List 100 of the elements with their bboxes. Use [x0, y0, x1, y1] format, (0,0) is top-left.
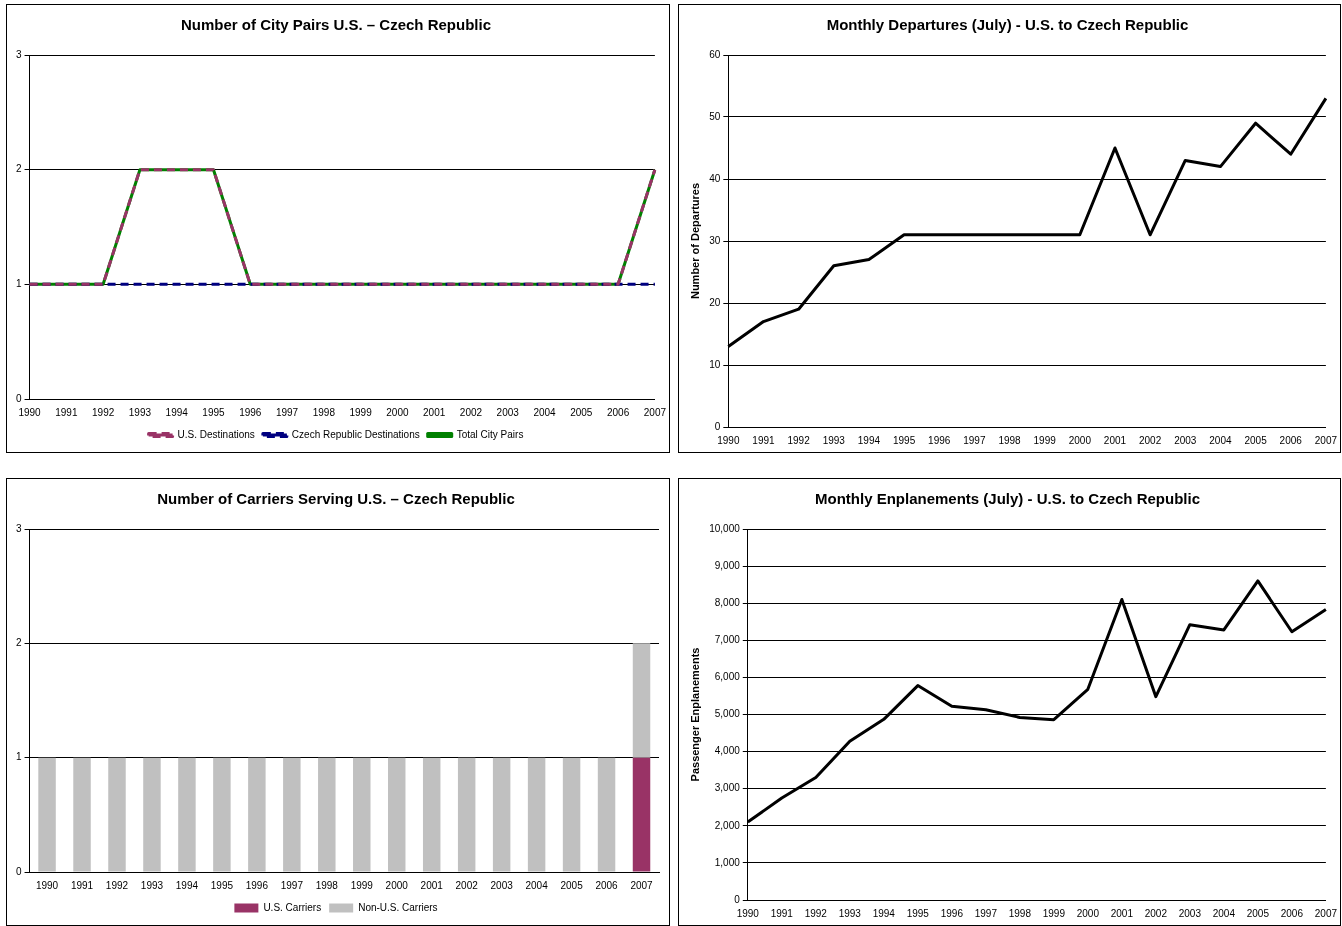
- x-tick-label: 2004: [1209, 434, 1232, 446]
- x-tick-label: 1994: [165, 406, 189, 418]
- y-tick-label: 3,000: [714, 782, 741, 794]
- x-tick-label: 1995: [202, 406, 226, 418]
- x-tick-label: 2002: [1139, 434, 1162, 446]
- x-tick-label: 2006: [1280, 907, 1304, 919]
- y-tick-label: 8,000: [714, 596, 741, 608]
- legend-label: Total City Pairs: [456, 428, 524, 440]
- x-tick-label: 1996: [928, 434, 951, 446]
- x-tick-label: 1995: [906, 907, 930, 919]
- y-tick-label: 40: [709, 172, 721, 184]
- x-tick-label: 1997: [974, 907, 998, 919]
- x-tick-label: 2003: [496, 406, 520, 418]
- x-tick-label: 1998: [315, 879, 339, 891]
- x-tick-label: 1998: [1008, 907, 1032, 919]
- y-tick-label: 0: [16, 865, 22, 877]
- x-tick-label: 2005: [1246, 907, 1270, 919]
- x-tick-label: 1999: [350, 879, 374, 891]
- y-tick-label: 3: [16, 48, 22, 60]
- y-tick-label: 10,000: [709, 522, 741, 534]
- x-tick-label: 1999: [349, 406, 373, 418]
- x-tick-label: 2006: [606, 406, 630, 418]
- y-tick-label: 0: [16, 392, 22, 404]
- y-tick-label: 7,000: [714, 634, 741, 646]
- x-tick-label: 1991: [70, 879, 94, 891]
- y-tick-label: 1,000: [714, 856, 741, 868]
- y-tick-label: 20: [709, 296, 721, 308]
- x-tick-label: 1990: [736, 907, 760, 919]
- x-tick-label: 2007: [1314, 434, 1338, 446]
- x-tick-label: 1992: [105, 879, 129, 891]
- x-tick-label: 1997: [963, 434, 986, 446]
- x-tick-label: 1997: [280, 879, 304, 891]
- x-tick-label: 2002: [459, 406, 483, 418]
- x-tick-label: 2000: [1068, 434, 1092, 446]
- x-tick-label: 1993: [838, 907, 862, 919]
- x-tick-label: 1996: [239, 406, 262, 418]
- x-tick-label: 2005: [560, 879, 584, 891]
- legend-label: U.S. Destinations: [177, 428, 255, 440]
- x-tick-label: 1991: [770, 907, 794, 919]
- x-tick-label: 1996: [245, 879, 269, 891]
- legend-label: Non-U.S. Carriers: [358, 901, 438, 913]
- x-tick-label: 2007: [1314, 907, 1338, 919]
- x-tick-label: 2002: [455, 879, 479, 891]
- y-tick-label: 30: [709, 234, 721, 246]
- x-tick-label: 2005: [570, 406, 593, 418]
- chart-title: Number of Carriers Serving U.S. – Czech Republic: [157, 490, 515, 508]
- x-tick-label: 2001: [420, 879, 444, 891]
- y-tick-label: 1: [16, 278, 22, 290]
- x-tick-label: 2006: [1279, 434, 1303, 446]
- x-tick-label: 2004: [1212, 907, 1236, 919]
- x-tick-label: 2004: [525, 879, 549, 891]
- x-tick-label: 1993: [822, 434, 846, 446]
- y-tick-label: 10: [709, 358, 721, 370]
- chart-title: Monthly Enplanements (July) - U.S. to Czech Republic: [814, 490, 1201, 508]
- x-tick-label: 1991: [752, 434, 776, 446]
- x-tick-label: 2000: [1076, 907, 1100, 919]
- y-axis-title: Number of Departures: [688, 182, 701, 300]
- x-tick-label: 1991: [55, 406, 78, 418]
- y-tick-label: 3: [16, 522, 22, 534]
- x-tick-label: 1993: [140, 879, 164, 891]
- y-tick-label: 6,000: [714, 671, 741, 683]
- x-tick-label: 1990: [35, 879, 59, 891]
- chart-title: Number of City Pairs U.S. – Czech Republic: [180, 16, 492, 34]
- x-tick-label: 1998: [998, 434, 1022, 446]
- x-tick-label: 2000: [386, 406, 409, 418]
- x-tick-label: 1990: [717, 434, 740, 446]
- x-tick-label: 2000: [385, 879, 409, 891]
- x-tick-label: 2001: [1110, 907, 1134, 919]
- x-tick-label: 1995: [210, 879, 234, 891]
- x-tick-label: 1992: [92, 406, 115, 418]
- x-tick-label: 1999: [1042, 907, 1066, 919]
- x-tick-label: 1994: [857, 434, 881, 446]
- x-tick-label: 1994: [872, 907, 896, 919]
- y-tick-label: 2,000: [714, 819, 741, 831]
- x-tick-label: 1990: [18, 406, 42, 418]
- x-tick-label: 2001: [1103, 434, 1127, 446]
- y-tick-label: 0: [714, 420, 721, 432]
- x-tick-label: 1992: [804, 907, 828, 919]
- chart-title: Monthly Departures (July) - U.S. to Czech Republic: [826, 16, 1189, 34]
- y-tick-label: 2: [16, 163, 22, 175]
- legend-label: U.S. Carriers: [263, 901, 322, 913]
- x-tick-label: 1997: [275, 406, 299, 418]
- y-tick-label: 2: [16, 637, 22, 649]
- y-tick-label: 1: [16, 751, 22, 763]
- x-tick-label: 2003: [490, 879, 514, 891]
- x-tick-label: 2006: [595, 879, 619, 891]
- x-tick-label: 1992: [787, 434, 811, 446]
- y-axis-title: Passenger Enplanements: [688, 647, 701, 782]
- legend-label: Czech Republic Destinations: [291, 428, 420, 440]
- x-tick-label: 1996: [940, 907, 964, 919]
- x-tick-label: 1999: [1033, 434, 1057, 446]
- x-tick-label: 1993: [128, 406, 152, 418]
- x-tick-label: 2004: [533, 406, 557, 418]
- y-tick-label: 60: [709, 48, 721, 60]
- x-tick-label: 2005: [1244, 434, 1268, 446]
- x-tick-label: 2003: [1178, 907, 1202, 919]
- y-tick-label: 0: [734, 893, 741, 905]
- x-tick-label: 2002: [1144, 907, 1168, 919]
- x-tick-label: 2003: [1174, 434, 1197, 446]
- x-tick-label: 1995: [892, 434, 916, 446]
